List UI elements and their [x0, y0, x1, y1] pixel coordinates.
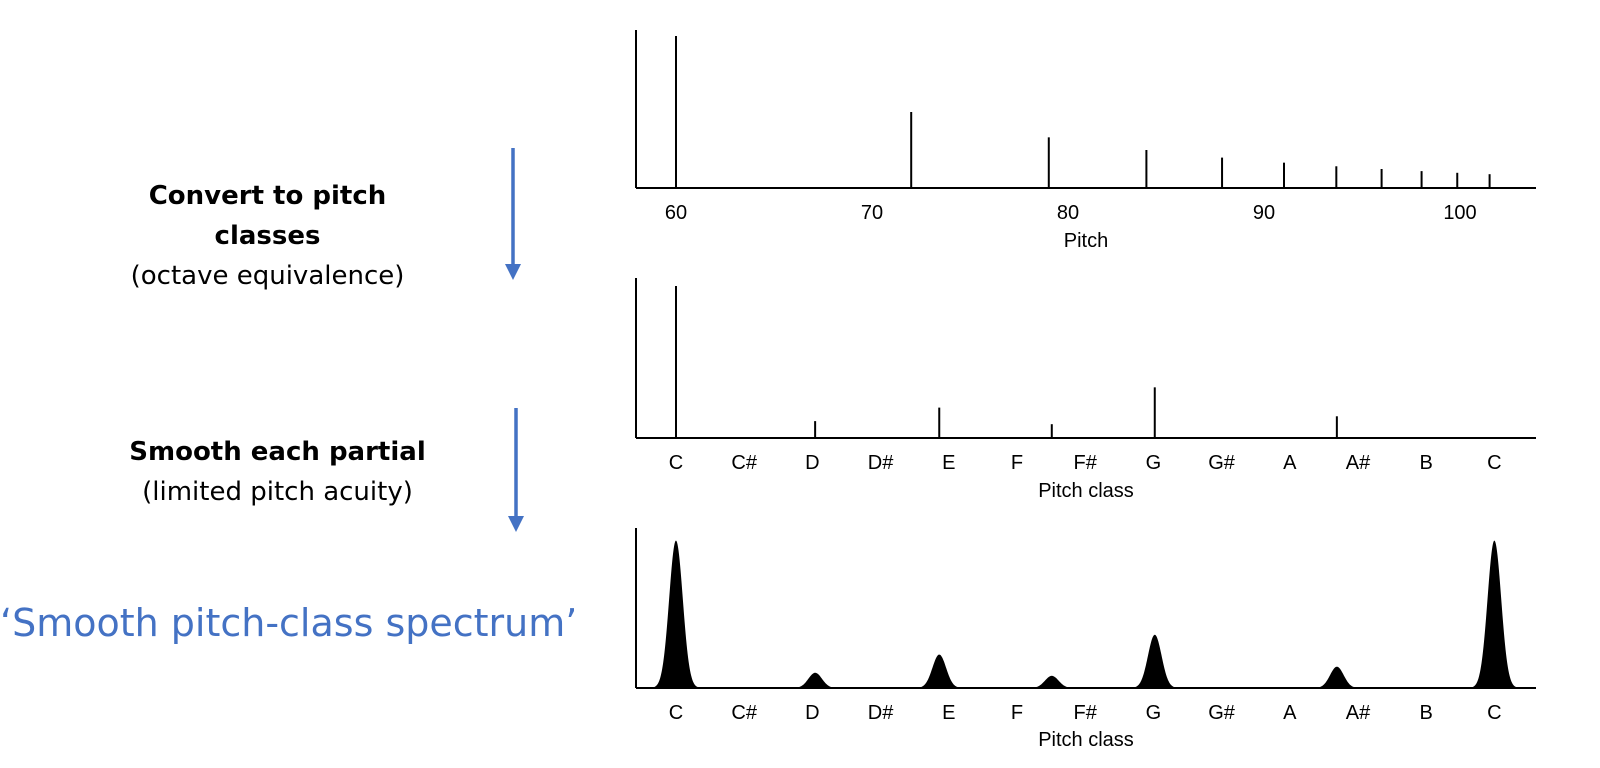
spectrum-peak: [652, 540, 700, 688]
x-tick-label: A: [1283, 702, 1297, 724]
x-tick-label: 80: [1057, 202, 1079, 224]
final-spectrum-label: ‘Smooth pitch-class spectrum’: [0, 601, 578, 645]
x-tick-label: F: [1011, 702, 1023, 724]
x-tick-label: D: [805, 702, 819, 724]
x-tick-label: F#: [1074, 452, 1098, 474]
x-tick-label: A#: [1346, 452, 1371, 474]
x-tick-label: D#: [868, 452, 894, 474]
x-tick-label: 60: [665, 202, 687, 224]
x-tick-label: E: [942, 452, 955, 474]
x-tick-label: G#: [1208, 452, 1236, 474]
step-convert-title: Convert to pitch classes: [148, 181, 387, 251]
spectrum-peak: [1313, 666, 1361, 688]
x-tick-label: C#: [731, 702, 757, 724]
step-convert-subtitle: (octave equivalence): [130, 261, 405, 291]
step-smooth: Smooth each partial (limited pitch acuit…: [120, 432, 435, 512]
spectrum-peak: [1130, 634, 1179, 688]
down-arrow-icon: [508, 408, 524, 532]
x-tick-label: D: [805, 452, 819, 474]
x-axis-label: Pitch: [1064, 230, 1108, 252]
x-tick-label: B: [1420, 452, 1433, 474]
x-tick-label: C: [669, 452, 683, 474]
x-tick-label: C#: [731, 452, 757, 474]
x-tick-label: B: [1420, 702, 1433, 724]
down-arrow-icon: [505, 148, 521, 280]
x-tick-label: E: [942, 702, 955, 724]
x-tick-label: G#: [1208, 702, 1236, 724]
x-tick-label: F: [1011, 452, 1023, 474]
x-tick-label: C: [1487, 702, 1501, 724]
x-tick-label: F#: [1074, 702, 1098, 724]
x-tick-label: 100: [1443, 202, 1476, 224]
step-smooth-title: Smooth each partial: [129, 437, 426, 467]
x-tick-label: 90: [1253, 202, 1275, 224]
x-axis-label: Pitch class: [1038, 729, 1134, 751]
x-tick-label: G: [1146, 452, 1162, 474]
step-smooth-subtitle: (limited pitch acuity): [142, 477, 413, 507]
spectrum-peak: [1027, 675, 1076, 688]
spectrum-peak: [1470, 540, 1519, 688]
x-tick-label: D#: [868, 702, 894, 724]
x-tick-label: G: [1146, 702, 1162, 724]
x-tick-label: A#: [1346, 702, 1371, 724]
x-tick-label: 70: [861, 202, 883, 224]
spectrum-peak: [915, 654, 964, 688]
x-tick-label: C: [669, 702, 683, 724]
x-tick-label: C: [1487, 452, 1501, 474]
x-tick-label: A: [1283, 452, 1297, 474]
step-convert: Convert to pitch classes (octave equival…: [95, 176, 440, 296]
x-axis-label: Pitch class: [1038, 480, 1134, 502]
spectrum-peak: [791, 672, 839, 688]
